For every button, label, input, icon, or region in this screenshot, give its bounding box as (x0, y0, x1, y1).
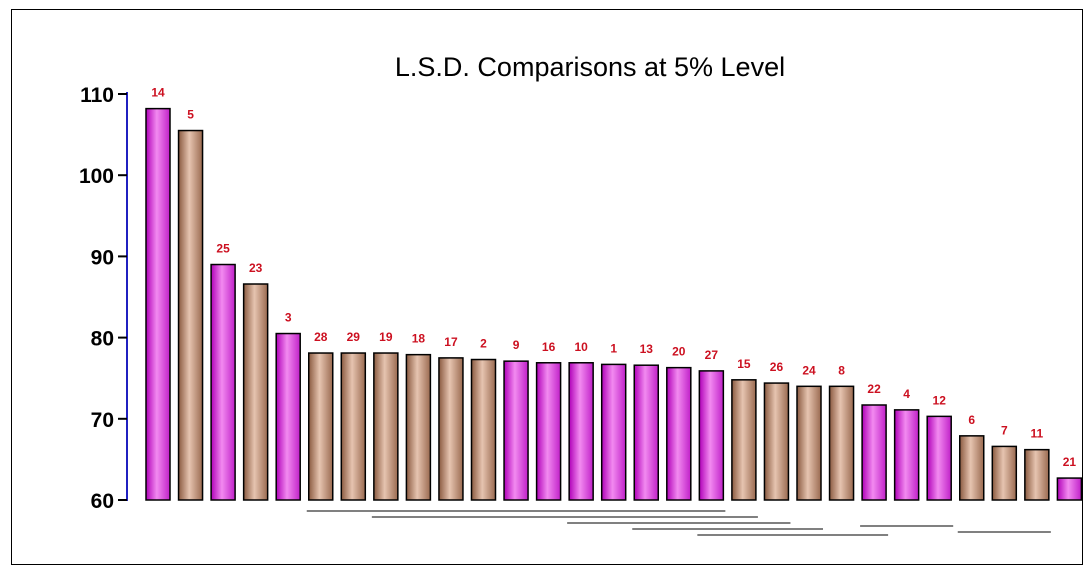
y-tick-label: 60 (91, 490, 114, 513)
bar (1024, 448, 1050, 501)
y-tick-label: 100 (79, 165, 114, 188)
y-axis: 60 70 80 90 100 110 (79, 84, 128, 513)
bar (861, 404, 887, 501)
bars (145, 107, 1083, 501)
y-tick-label: 80 (91, 328, 114, 351)
bar-label: 18 (412, 332, 426, 346)
bar (633, 364, 659, 501)
bar (373, 352, 399, 501)
bar (828, 385, 855, 501)
bar (535, 362, 562, 501)
bar (1056, 477, 1083, 501)
bar (666, 366, 692, 501)
bar-label: 26 (770, 360, 784, 374)
bar-label: 21 (1063, 455, 1077, 469)
bar-label: 8 (838, 363, 845, 377)
bar-label: 29 (347, 330, 361, 344)
y-tick-label: 90 (91, 246, 114, 269)
bar (470, 358, 497, 501)
bar (210, 263, 236, 501)
bar-label: 14 (151, 86, 165, 100)
bar (177, 129, 204, 501)
bar-label: 22 (867, 382, 881, 396)
bar-label: 12 (933, 393, 947, 407)
bar (568, 362, 594, 501)
bar-label: 23 (249, 261, 263, 275)
bar (796, 385, 822, 501)
bar (405, 353, 432, 501)
bar (731, 379, 757, 501)
bar-label: 1 (610, 341, 617, 355)
bar-label: 3 (285, 311, 292, 325)
bar (698, 370, 725, 501)
bar-label: 15 (737, 357, 751, 371)
bar-label: 9 (513, 338, 520, 352)
bar (308, 352, 334, 501)
lsd-grouping-lines (306, 510, 1051, 536)
bar-label: 5 (187, 108, 194, 122)
bar-label: 19 (379, 330, 393, 344)
bar-label: 11 (1031, 427, 1044, 441)
bar (145, 107, 171, 501)
bar-label: 17 (444, 335, 458, 349)
bar (763, 382, 790, 501)
bar-label: 2 (480, 337, 487, 351)
bar-label: 16 (542, 340, 556, 354)
bar (438, 357, 464, 501)
bar (926, 415, 952, 501)
bar (991, 445, 1018, 501)
bar (600, 363, 627, 501)
bar (242, 283, 269, 501)
bar (503, 360, 529, 501)
bar (893, 409, 920, 501)
bar-label: 28 (314, 330, 328, 344)
bar (340, 352, 367, 501)
bar-label: 20 (672, 345, 686, 359)
chart-title: L.S.D. Comparisons at 5% Level (395, 52, 785, 82)
bar-label: 7 (1001, 423, 1008, 437)
y-tick-label: 110 (80, 84, 114, 107)
bar (959, 435, 985, 501)
bar (275, 332, 301, 501)
bar-label: 13 (640, 342, 654, 356)
bar-label: 27 (705, 348, 719, 362)
bar-label: 6 (968, 413, 975, 427)
bar-label: 25 (216, 242, 230, 256)
bar-label: 10 (574, 340, 588, 354)
y-tick-label: 70 (91, 409, 114, 432)
bar-label: 24 (802, 363, 816, 377)
bar-label: 4 (903, 387, 910, 401)
